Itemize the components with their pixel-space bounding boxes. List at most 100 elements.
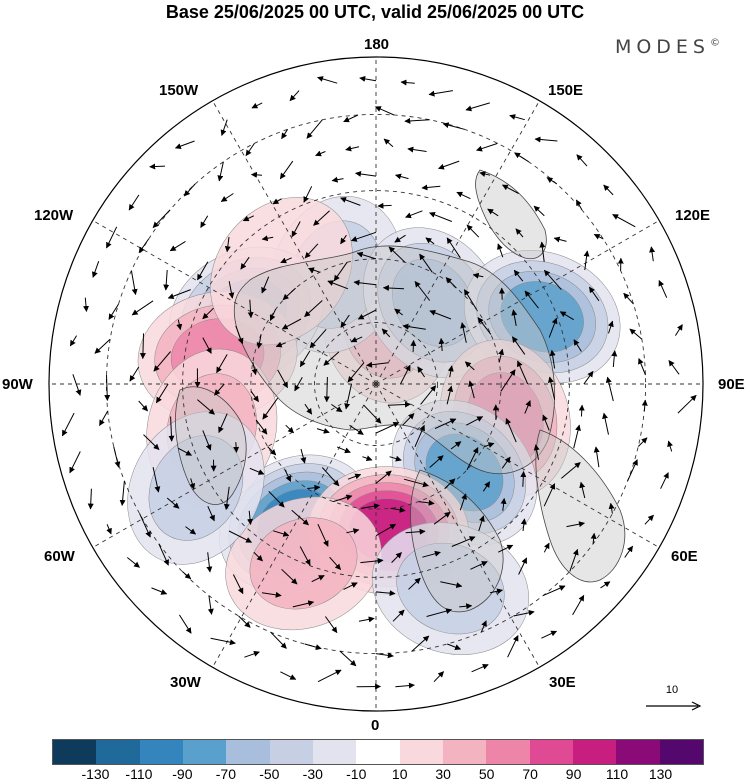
wind-arrow: [576, 154, 588, 167]
wind-arrow: [87, 488, 94, 510]
wind-arrow: [99, 410, 109, 427]
wind-arrow: [383, 138, 394, 148]
wind-arrow: [138, 238, 150, 254]
wind-arrow: [541, 630, 558, 639]
wind-arrow: [249, 467, 265, 475]
wind-arrow: [547, 376, 556, 400]
wind-arrow: [126, 557, 140, 568]
wind-arrow: [366, 361, 389, 368]
wind-arrow: [611, 350, 618, 368]
wind-arrow: [202, 307, 214, 320]
colorbar-swatch: [139, 740, 183, 764]
wind-arrow: [421, 184, 441, 191]
wind-arrow: [344, 383, 352, 410]
wind-arrow: [284, 469, 292, 482]
wind-arrow: [482, 481, 491, 492]
colorbar-tick-label: 90: [565, 766, 582, 782]
wind-arrow: [331, 176, 344, 183]
wind-arrow: [489, 588, 503, 595]
map-title: Base 25/06/2025 00 UTC, valid 25/06/2025…: [165, 2, 585, 22]
wind-arrow: [660, 472, 669, 489]
wind-arrow: [583, 370, 594, 385]
wind-arrow: [69, 451, 81, 474]
wind-arrow: [466, 447, 479, 471]
wind-arrow: [174, 140, 195, 149]
colorbar-tick-label: -30: [302, 766, 323, 782]
wind-arrow: [339, 650, 357, 667]
wind-arrow: [533, 205, 545, 217]
wind-arrow: [517, 360, 529, 385]
wind-arrow: [261, 235, 274, 242]
wind-arrow: [347, 362, 365, 383]
wind-arrow: [210, 637, 236, 646]
wind-arrow: [273, 530, 290, 537]
wind-arrow: [667, 440, 673, 452]
wind-arrow: [446, 385, 454, 405]
wind-arrow: [220, 119, 228, 136]
wind-arrow: [402, 323, 426, 330]
wind-arrow: [61, 412, 75, 437]
wind-arrow: [600, 581, 611, 589]
wind-arrow: [353, 279, 377, 286]
wind-arrow: [478, 515, 485, 531]
anomaly-contour: [210, 197, 353, 346]
anomaly-contour: [148, 435, 244, 541]
wind-arrow: [374, 106, 395, 116]
wind-arrow: [323, 376, 330, 403]
wind-arrow: [166, 497, 180, 509]
wind-arrow: [426, 608, 453, 617]
wind-arrow: [514, 152, 529, 163]
wind-arrow: [524, 290, 539, 309]
wind-arrow: [559, 311, 574, 321]
wind-arrow: [464, 361, 475, 371]
wind-arrow: [360, 557, 384, 564]
wind-arrow: [674, 324, 683, 336]
wind-arrow: [451, 536, 476, 547]
wind-arrow: [450, 441, 462, 450]
wind-arrow: [472, 272, 484, 279]
wind-arrow: [153, 351, 171, 372]
wind-arrow: [285, 424, 295, 434]
latitude-circle: [314, 322, 438, 446]
wind-arrow: [178, 614, 192, 634]
wind-arrow: [106, 226, 118, 249]
wind-arrow: [501, 184, 519, 194]
wind-arrow: [546, 177, 558, 185]
wind-arrow: [291, 221, 301, 238]
wind-arrow: [465, 102, 490, 112]
wind-arrow: [377, 202, 392, 209]
wind-arrow: [509, 114, 525, 121]
wind-arrow: [202, 337, 212, 354]
colorbar-swatch: [529, 740, 573, 764]
colorbar-tick-label: -50: [259, 766, 280, 782]
wind-arrow: [300, 448, 307, 464]
wind-arrow: [593, 233, 604, 240]
colorbar-swatch: [269, 740, 313, 764]
wind-arrow: [242, 215, 255, 222]
wind-arrow: [317, 523, 329, 547]
wind-arrow: [515, 228, 524, 238]
lon-label-0: 0: [371, 717, 380, 734]
wind-arrow: [468, 380, 475, 399]
wind-arrow: [178, 447, 193, 456]
wind-arrow: [429, 310, 452, 320]
wind-arrow: [69, 335, 78, 347]
modes-logo: MODES©: [615, 36, 720, 58]
colorbar-swatch: [312, 740, 357, 764]
wind-arrow: [72, 374, 82, 396]
wind-arrow: [608, 502, 615, 514]
wind-arrow: [356, 251, 377, 260]
colorbar-tick-label: -90: [172, 766, 193, 782]
wind-arrow: [329, 556, 341, 571]
wind-arrow: [128, 194, 140, 211]
wind-arrow: [466, 224, 480, 238]
wind-arrow: [566, 521, 585, 528]
wind-arrow: [612, 214, 636, 228]
wind-arrow: [668, 360, 680, 375]
wind-arrow: [583, 250, 590, 271]
wind-arrow: [477, 317, 492, 335]
wind-arrow: [533, 444, 540, 460]
lon-label-30w: 30W: [170, 674, 201, 691]
wind-arrow: [395, 173, 409, 180]
wind-arrow: [279, 160, 294, 180]
